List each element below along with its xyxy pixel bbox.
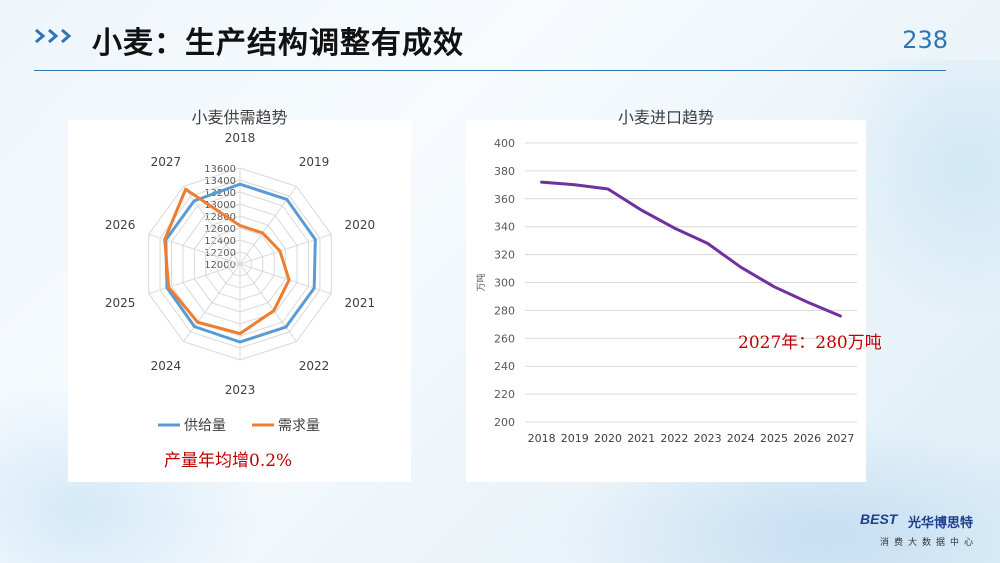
x-tick-label: 2024 <box>727 432 755 445</box>
radar-chart-annotation: 产量年均增0.2% <box>164 451 293 471</box>
x-tick-label: 2018 <box>528 432 556 445</box>
radar-series-line <box>164 182 317 344</box>
y-tick-label: 400 <box>494 137 515 150</box>
radar-category-label: 2019 <box>299 155 330 169</box>
radar-category-label: 2026 <box>105 218 136 232</box>
y-tick-label: 260 <box>494 332 515 345</box>
y-tick-label: 220 <box>494 388 515 401</box>
y-tick-label: 380 <box>494 165 515 178</box>
chevron-right-icon <box>35 28 72 44</box>
radar-category-label: 2024 <box>151 359 182 373</box>
import-series-line <box>540 180 842 318</box>
x-tick-label: 2026 <box>793 432 821 445</box>
x-tick-label: 2021 <box>627 432 655 445</box>
radar-spoke <box>183 263 241 342</box>
legend-label: 需求量 <box>278 418 320 434</box>
radar-series-line <box>163 187 291 336</box>
radar-spoke <box>239 263 297 342</box>
logo-mark: BEST <box>860 511 898 527</box>
x-tick-label: 2022 <box>660 432 688 445</box>
radar-spoke <box>148 263 241 295</box>
legend-label: 供给量 <box>184 418 226 434</box>
logo-subtitle: 消费大数据中心 <box>880 538 979 548</box>
y-tick-label: 320 <box>494 249 515 262</box>
radar-tick-label: 12600 <box>204 224 236 235</box>
radar-tick-label: 12400 <box>204 236 236 247</box>
slide-header: 小麦：生产结构调整有成效 238 <box>0 0 1000 71</box>
x-tick-label: 2019 <box>561 432 589 445</box>
line-chart-title: 小麦进口趋势 <box>617 108 714 127</box>
line-chart-annotation: 2027年：280万吨 <box>738 333 882 353</box>
radar-tick-label: 13200 <box>204 188 236 199</box>
radar-tick-label: 13600 <box>204 164 236 175</box>
y-tick-label: 300 <box>494 277 515 290</box>
x-tick-label: 2020 <box>594 432 622 445</box>
radar-tick-label: 12000 <box>204 260 236 271</box>
y-tick-label: 360 <box>494 193 515 206</box>
x-tick-label: 2025 <box>760 432 788 445</box>
y-tick-label: 340 <box>494 221 515 234</box>
y-tick-label: 200 <box>494 416 515 429</box>
x-tick-label: 2027 <box>826 432 854 445</box>
page-number: 238 <box>902 26 948 54</box>
radar-tick-label: 12800 <box>204 212 236 223</box>
page-title: 小麦：生产结构调整有成效 <box>92 26 464 61</box>
radar-category-label: 2025 <box>105 296 136 310</box>
radar-category-label: 2020 <box>345 218 376 232</box>
radar-spoke <box>239 263 332 295</box>
radar-category-label: 2018 <box>225 131 256 145</box>
radar-tick-label: 13400 <box>204 176 236 187</box>
y-tick-label: 240 <box>494 360 515 373</box>
radar-category-label: 2023 <box>225 383 256 397</box>
brand-logo: BEST 光华博思特 消费大数据中心 <box>858 511 990 555</box>
radar-tick-label: 12200 <box>204 248 236 259</box>
radar-category-label: 2027 <box>151 155 182 169</box>
radar-tick-label: 13000 <box>204 200 236 211</box>
header-divider <box>34 70 946 71</box>
y-tick-label: 280 <box>494 304 515 317</box>
radar-category-label: 2022 <box>299 359 330 373</box>
radar-spoke <box>183 186 241 265</box>
logo-name: 光华博思特 <box>908 516 974 531</box>
x-tick-label: 2023 <box>694 432 722 445</box>
radar-category-label: 2021 <box>345 296 376 310</box>
radar-chart-title: 小麦供需趋势 <box>191 108 288 127</box>
y-axis-label: 万吨 <box>475 273 487 291</box>
